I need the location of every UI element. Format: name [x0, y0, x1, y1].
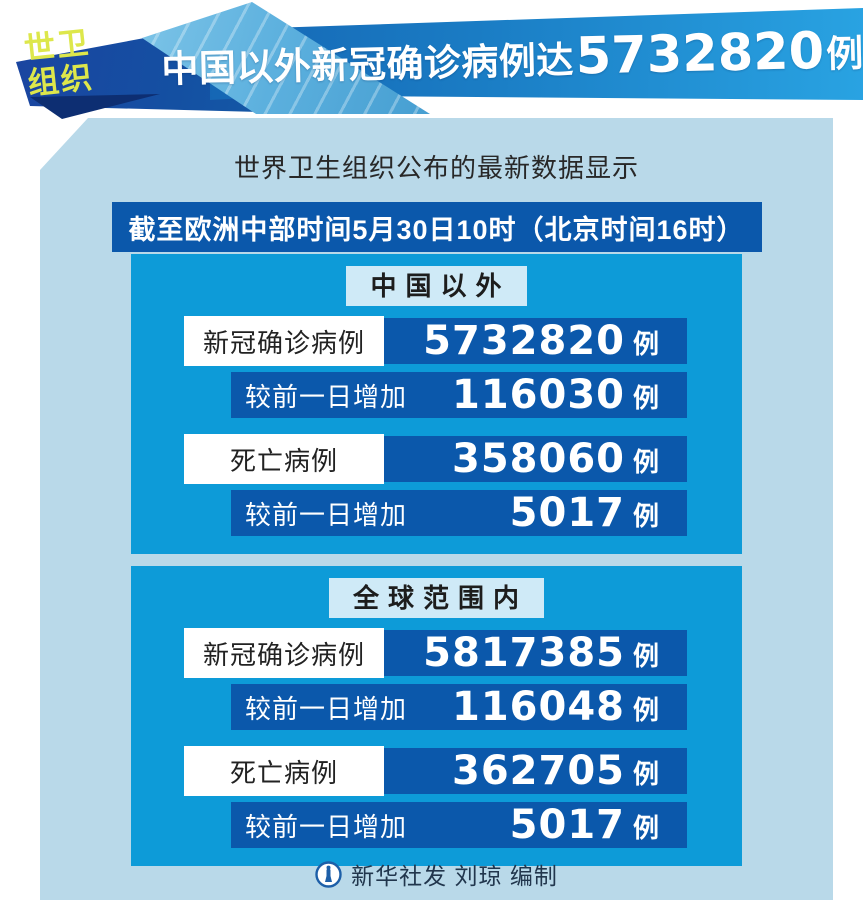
panel-global: 全球范围内 5817385 例 新冠确诊病例 较前一日增加 116048 例	[131, 566, 742, 866]
stat-row-deaths: 362705 例 死亡病例	[131, 746, 742, 796]
stat-number: 5732820	[423, 318, 625, 364]
stat-value: 116048 例	[231, 684, 687, 730]
stat-row-confirmed-increase: 较前一日增加 116030 例	[131, 370, 742, 420]
stat-number: 358060	[451, 436, 625, 482]
stat-label-box: 新冠确诊病例	[184, 628, 384, 678]
stat-label: 较前一日增加	[245, 811, 408, 842]
stat-rows: 5817385 例 新冠确诊病例 较前一日增加 116048 例 362705 …	[131, 628, 742, 850]
stat-label-box: 死亡病例	[184, 434, 384, 484]
stat-value: 358060 例	[231, 436, 687, 482]
timestamp-bar: 截至欧洲中部时间5月30日10时（北京时间16时）	[111, 202, 762, 252]
stat-row-confirmed-increase: 较前一日增加 116048 例	[131, 682, 742, 732]
stat-value: 116030 例	[231, 372, 687, 418]
row-background	[231, 684, 687, 730]
stat-rows: 5732820 例 新冠确诊病例 较前一日增加 116030 例 358060 …	[131, 316, 742, 538]
stat-row-confirmed: 5817385 例 新冠确诊病例	[131, 628, 742, 678]
row-background	[231, 802, 687, 848]
stat-unit: 例	[632, 329, 659, 359]
stat-label: 较前一日增加	[245, 693, 408, 724]
content-sheet: 世界卫生组织公布的最新数据显示 截至欧洲中部时间5月30日10时（北京时间16时…	[40, 118, 833, 900]
page-title: 中国以外新冠确诊病例达 5732820 例	[161, 6, 863, 109]
stat-value: 5017 例	[231, 802, 687, 848]
stat-value: 362705 例	[231, 748, 687, 794]
stat-value: 5017 例	[231, 490, 687, 536]
stat-label: 较前一日增加	[245, 381, 408, 412]
who-badge-label: 世卫 组织	[22, 24, 96, 102]
intro-text: 世界卫生组织公布的最新数据显示	[233, 153, 639, 183]
stat-row-deaths-increase: 较前一日增加 5017 例	[131, 488, 742, 538]
stat-number: 116030	[451, 372, 625, 418]
stat-row-confirmed: 5732820 例 新冠确诊病例	[131, 316, 742, 366]
stat-row-deaths: 358060 例 死亡病例	[131, 434, 742, 484]
stat-value: 5817385 例	[231, 630, 687, 676]
row-background	[231, 490, 687, 536]
stat-unit: 例	[632, 641, 659, 671]
stat-value: 5732820 例	[231, 318, 687, 364]
row-background	[231, 372, 687, 418]
stat-label: 较前一日增加	[245, 499, 408, 530]
xinhua-logo-icon	[315, 860, 342, 888]
stat-number: 362705	[451, 748, 625, 794]
stat-unit: 例	[632, 501, 659, 531]
stat-unit: 例	[632, 813, 659, 843]
stat-unit: 例	[632, 383, 659, 413]
panel-title: 全球范围内	[328, 578, 544, 618]
page-title-unit: 例	[825, 33, 863, 75]
stat-label-box: 死亡病例	[184, 746, 384, 796]
stat-number: 5017	[509, 802, 625, 848]
stat-unit: 例	[632, 695, 659, 725]
footer-credit-text: 新华社发 刘琼 编制	[351, 863, 558, 889]
header-banner: 世卫 组织 中国以外新冠确诊病例达 5732820 例	[0, 0, 863, 122]
stat-label-box: 新冠确诊病例	[184, 316, 384, 366]
stat-number: 5017	[509, 490, 625, 536]
stat-row-deaths-increase: 较前一日增加 5017 例	[131, 800, 742, 850]
footer-credit: 新华社发 刘琼 编制	[40, 857, 833, 891]
panel-outside-china: 中国以外 5732820 例 新冠确诊病例 较前一日增加 116030 例	[131, 254, 742, 554]
stat-unit: 例	[632, 447, 659, 477]
page-title-number: 5732820	[575, 21, 825, 87]
stat-unit: 例	[632, 759, 659, 789]
page-title-text: 中国以外新冠确诊病例达	[161, 39, 575, 90]
panel-title: 中国以外	[346, 266, 527, 306]
stat-number: 116048	[451, 684, 625, 730]
stat-number: 5817385	[423, 630, 625, 676]
